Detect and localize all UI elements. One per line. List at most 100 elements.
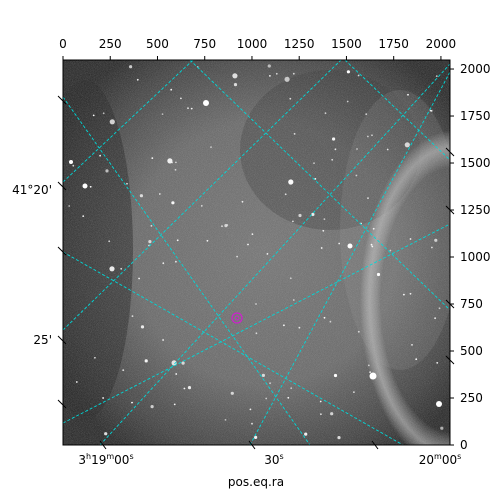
star (323, 316, 326, 319)
star (407, 93, 409, 96)
right-tick-label: 250 (460, 391, 483, 405)
dec-label-25: 25' (33, 333, 52, 347)
star (181, 361, 185, 365)
star (357, 74, 360, 77)
dec-label-20: 41°20' (12, 183, 52, 197)
star (314, 178, 317, 180)
star (175, 260, 177, 263)
star (108, 240, 111, 243)
star (333, 373, 338, 378)
star (409, 292, 412, 295)
grid-line (63, 223, 450, 424)
star (330, 412, 334, 416)
star (224, 419, 227, 421)
grid-line (63, 96, 311, 445)
star (367, 135, 369, 138)
star (187, 107, 189, 110)
star (369, 371, 371, 373)
right-tick-label: 750 (460, 297, 483, 311)
star (324, 112, 327, 115)
right-tick-label: 1000 (460, 250, 491, 264)
star (289, 277, 292, 280)
star (435, 75, 438, 77)
star (251, 233, 254, 236)
star (411, 344, 413, 346)
star (266, 253, 269, 255)
star (175, 161, 177, 164)
sky-image (63, 60, 450, 445)
star (174, 168, 177, 171)
grid-line (189, 60, 450, 311)
top-tick-label: 1750 (378, 37, 409, 51)
star (183, 387, 186, 390)
bright-star (203, 100, 209, 106)
star (320, 413, 322, 416)
star (275, 72, 278, 75)
star (136, 78, 139, 81)
star (187, 386, 192, 390)
star (440, 426, 444, 430)
star (167, 158, 173, 164)
star (284, 193, 287, 196)
star (138, 277, 141, 280)
top-tick-label: 500 (146, 37, 169, 51)
star (94, 356, 96, 359)
star (357, 330, 360, 333)
star (367, 197, 369, 200)
star (75, 381, 78, 383)
star (254, 435, 258, 439)
star (161, 113, 164, 115)
star (173, 403, 176, 406)
star (370, 243, 373, 246)
star (82, 215, 85, 218)
star (289, 97, 292, 100)
star (320, 247, 323, 249)
right-tick-label: 1750 (460, 109, 491, 123)
star (292, 220, 294, 223)
ra-label-2: 20m00s (419, 452, 462, 467)
bright-star (347, 243, 353, 249)
grid-line (344, 60, 450, 161)
star (162, 262, 165, 265)
star (319, 400, 322, 403)
grid-line (63, 60, 342, 331)
star (404, 142, 410, 148)
star (99, 154, 101, 157)
star (269, 382, 271, 385)
wcs-tick (445, 205, 455, 215)
star (129, 65, 133, 69)
top-tick-label: 1500 (331, 37, 362, 51)
star (436, 362, 439, 364)
right-tick-label: 2000 (460, 62, 491, 76)
star (346, 100, 349, 103)
top-tick-label: 0 (59, 37, 67, 51)
star (389, 249, 392, 252)
star (158, 193, 161, 195)
star (180, 97, 182, 100)
star (221, 225, 223, 228)
star (323, 218, 326, 221)
star (367, 364, 370, 367)
grid-line (249, 71, 450, 445)
star (140, 325, 145, 329)
star (104, 432, 108, 436)
bright-star (436, 401, 442, 407)
star (311, 212, 315, 216)
grid-line (99, 63, 450, 445)
right-tick-label: 1250 (460, 203, 491, 217)
star (304, 432, 308, 436)
star (267, 64, 271, 68)
star (200, 205, 203, 207)
star (232, 73, 238, 79)
star (313, 162, 315, 165)
top-pixel-axis: 0 250 500 750 1000 1250 1500 1750 2000 (59, 37, 456, 60)
star (236, 255, 239, 258)
star (176, 239, 179, 242)
star (171, 201, 175, 205)
star (290, 387, 293, 390)
star (102, 112, 105, 115)
target-marker-icon (231, 312, 243, 324)
ra-label-1: 30s (264, 452, 283, 467)
star-field (68, 64, 444, 440)
